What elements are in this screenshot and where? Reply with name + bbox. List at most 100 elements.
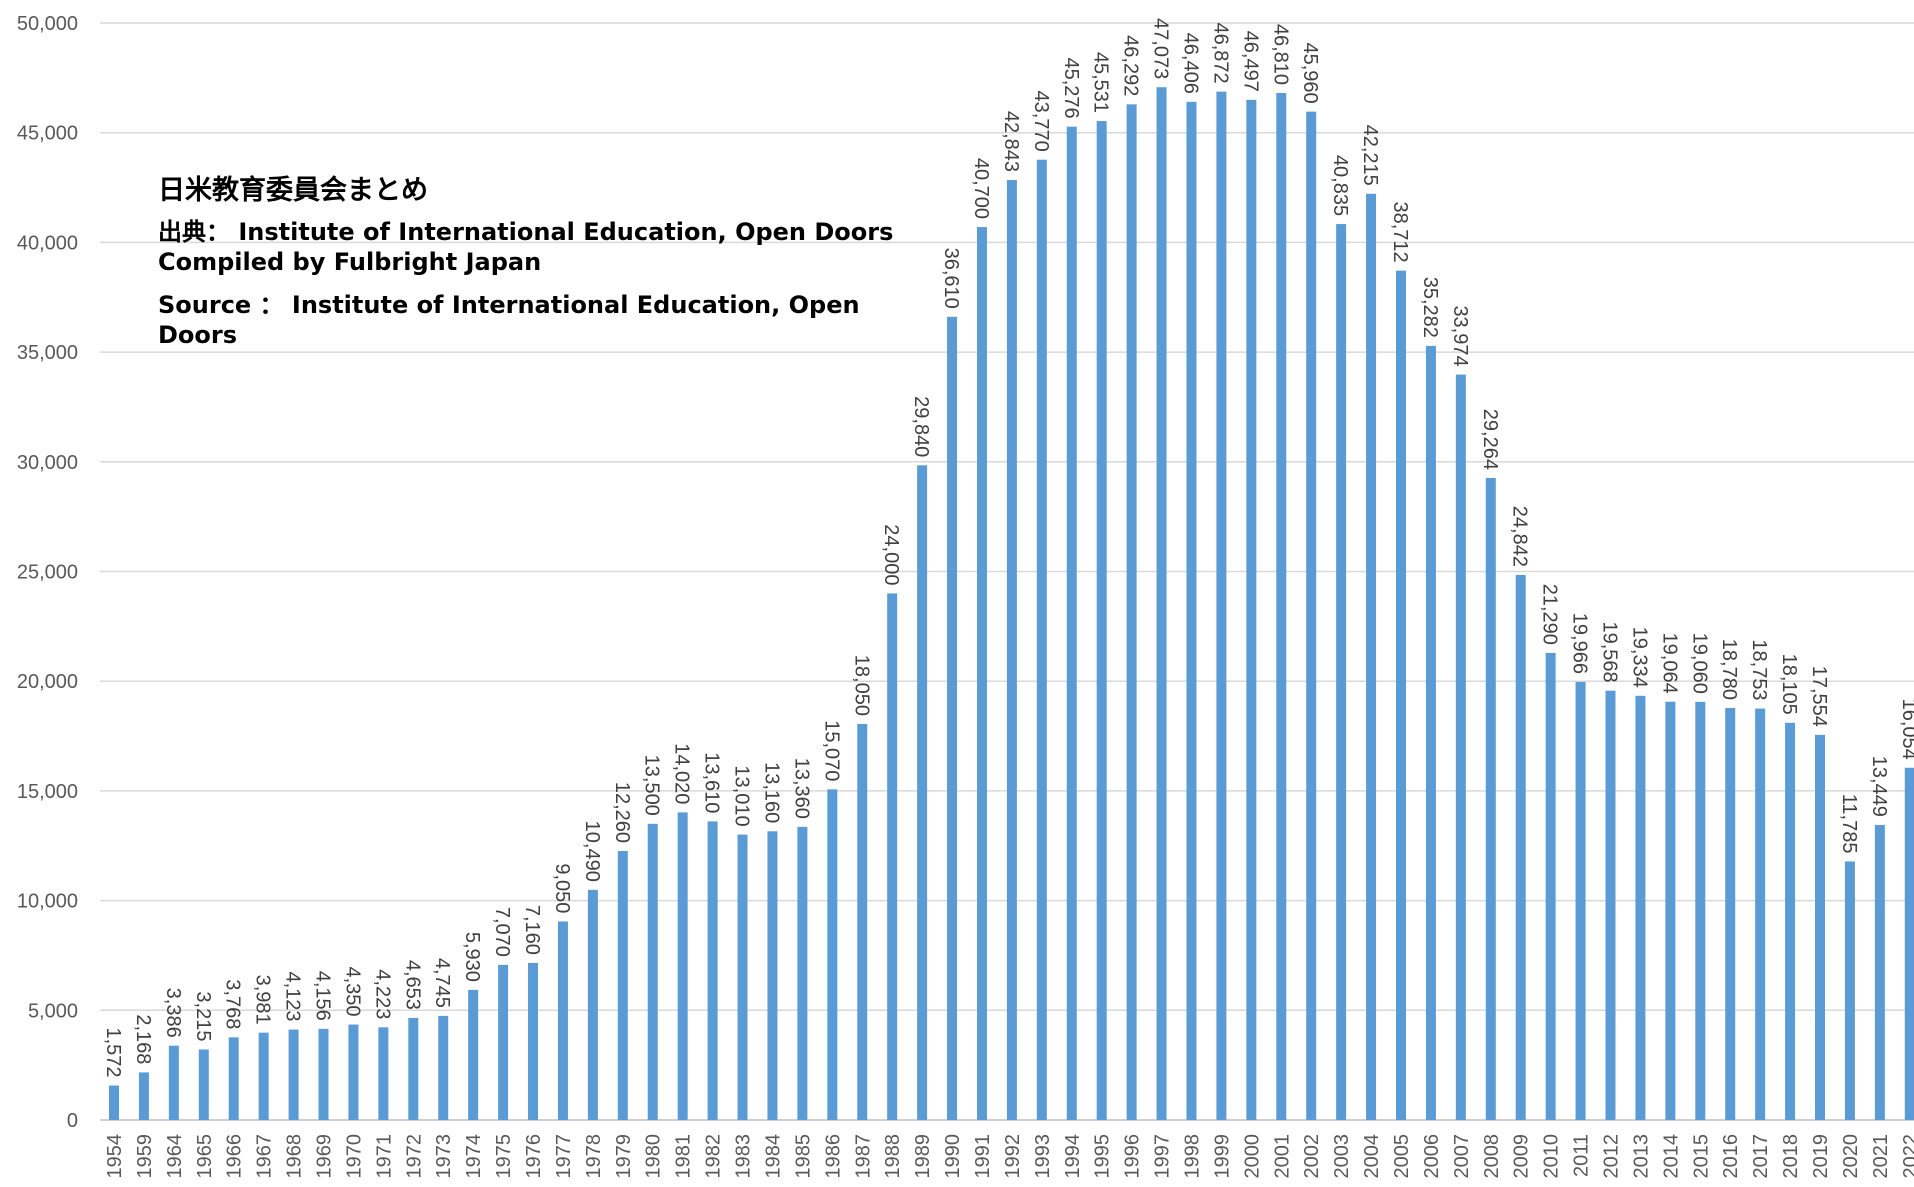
x-tick-label: 1992 <box>1002 1134 1024 1179</box>
bar <box>1336 224 1347 1121</box>
data-label: 3,215 <box>192 991 214 1041</box>
x-tick-label: 1980 <box>643 1134 665 1179</box>
data-label: 11,785 <box>1838 794 1860 854</box>
bar <box>109 1085 119 1120</box>
bar <box>468 989 479 1120</box>
y-tick-label: 40,000 <box>17 232 78 254</box>
bar <box>1515 574 1526 1120</box>
x-tick-label: 1975 <box>493 1134 515 1179</box>
bar <box>1785 722 1796 1120</box>
bar <box>857 723 868 1120</box>
bar <box>1725 707 1736 1120</box>
data-label: 29,264 <box>1479 409 1501 470</box>
data-label: 18,753 <box>1748 639 1770 700</box>
x-tick-label: 2001 <box>1271 1134 1293 1179</box>
bar <box>1066 126 1077 1121</box>
x-tick-label: 2002 <box>1301 1134 1323 1179</box>
y-tick-label: 45,000 <box>17 123 78 145</box>
bar <box>797 826 808 1120</box>
x-tick-label: 1976 <box>523 1134 545 1179</box>
data-label: 2,168 <box>132 1014 154 1064</box>
x-tick-label: 2007 <box>1451 1134 1473 1179</box>
data-label: 18,105 <box>1778 654 1800 715</box>
data-label: 38,712 <box>1389 201 1411 262</box>
bar <box>1455 374 1466 1120</box>
bar <box>1545 652 1556 1120</box>
x-tick-label: 2004 <box>1361 1134 1383 1179</box>
bar <box>1306 111 1317 1121</box>
x-tick-label: 2016 <box>1720 1134 1742 1179</box>
x-tick-label: 1969 <box>314 1134 336 1179</box>
x-tick-label: 1983 <box>733 1134 755 1179</box>
data-label: 13,449 <box>1868 756 1890 817</box>
data-label: 17,554 <box>1808 666 1830 727</box>
data-label: 45,531 <box>1090 52 1112 113</box>
data-label: 42,843 <box>1000 111 1022 172</box>
bar <box>1635 695 1646 1120</box>
bar <box>647 823 658 1120</box>
data-label: 7,070 <box>491 907 513 957</box>
data-label: 3,386 <box>162 988 184 1038</box>
bar <box>1096 121 1107 1120</box>
x-tick-label: 1990 <box>942 1134 964 1179</box>
bar <box>1395 270 1406 1121</box>
bar <box>1695 701 1706 1120</box>
x-tick-label: 1972 <box>403 1134 425 1179</box>
bar <box>1126 104 1137 1121</box>
bar <box>1904 767 1914 1120</box>
data-label: 3,768 <box>222 979 244 1029</box>
bar <box>408 1017 419 1120</box>
bar <box>1216 91 1227 1121</box>
bar <box>1815 734 1826 1120</box>
data-label: 46,497 <box>1239 31 1261 92</box>
data-label: 19,064 <box>1658 633 1680 694</box>
data-label: 46,872 <box>1209 22 1231 83</box>
bar <box>767 831 778 1120</box>
y-tick-label: 35,000 <box>17 342 78 364</box>
data-label: 42,215 <box>1359 125 1381 186</box>
bar <box>378 1027 389 1120</box>
data-label: 19,060 <box>1688 633 1710 694</box>
bar <box>737 834 748 1120</box>
data-label: 7,160 <box>521 905 543 955</box>
data-label: 4,223 <box>371 969 393 1019</box>
x-tick-label: 1994 <box>1062 1134 1084 1179</box>
x-tick-label: 1968 <box>284 1134 306 1179</box>
x-tick-label: 1974 <box>463 1134 485 1179</box>
data-label: 47,073 <box>1150 18 1172 79</box>
data-label: 4,745 <box>431 958 453 1008</box>
x-tick-label: 1977 <box>553 1134 575 1179</box>
x-tick-label: 1996 <box>1122 1134 1144 1179</box>
data-label: 4,350 <box>341 966 363 1016</box>
bar <box>1755 708 1766 1120</box>
x-tick-label: 2009 <box>1511 1134 1533 1179</box>
bar <box>587 889 598 1120</box>
bar <box>1605 690 1616 1120</box>
bar <box>1246 99 1257 1120</box>
bar <box>947 316 958 1120</box>
x-tick-label: 1999 <box>1211 1134 1233 1179</box>
bar <box>168 1045 179 1120</box>
annotation-title: 日米教育委員会まとめ <box>158 175 428 206</box>
bar <box>1485 477 1496 1120</box>
x-tick-label: 1982 <box>703 1134 725 1179</box>
x-tick-label: 1984 <box>762 1134 784 1179</box>
x-tick-label: 1978 <box>583 1134 605 1179</box>
x-tick-label: 1967 <box>254 1134 276 1179</box>
x-tick-label: 2005 <box>1391 1134 1413 1179</box>
bar <box>976 227 987 1121</box>
data-label: 19,966 <box>1569 613 1591 674</box>
data-label: 12,260 <box>611 782 633 843</box>
data-label: 15,070 <box>820 720 842 781</box>
x-tick-label: 1979 <box>613 1134 635 1179</box>
bar <box>677 812 688 1120</box>
bar <box>1425 345 1436 1120</box>
x-tick-label: 2019 <box>1810 1134 1832 1179</box>
data-label: 14,020 <box>671 743 693 804</box>
x-tick-label: 2011 <box>1571 1134 1593 1177</box>
x-tick-label: 1997 <box>1152 1134 1174 1179</box>
y-tick-label: 30,000 <box>17 452 78 474</box>
data-label: 18,780 <box>1718 639 1740 700</box>
annotation-source-jp: 出典： Institute of International Education… <box>158 218 894 246</box>
